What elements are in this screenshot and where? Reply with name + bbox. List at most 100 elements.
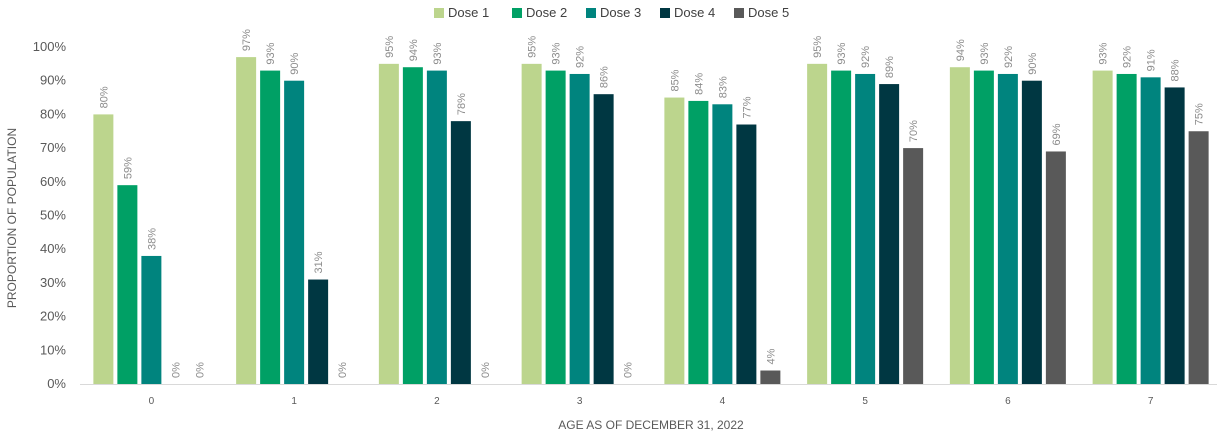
data-label: 77% [741,96,753,118]
legend-swatch [660,8,670,18]
y-tick-label: 60% [40,174,66,189]
bar [308,279,329,384]
legend-label: Dose 4 [674,5,715,20]
data-label: 0% [480,362,492,378]
data-label: 95% [527,36,539,58]
data-label: 0% [194,362,206,378]
bar [664,97,685,385]
data-label: 95% [384,36,396,58]
x-tick-label: 7 [1148,396,1154,407]
data-label: 59% [122,157,134,179]
bar [807,63,828,384]
data-label: 75% [1194,103,1206,125]
y-tick-label: 50% [40,208,66,223]
bar [1188,131,1209,384]
bar [569,73,590,385]
y-tick-label: 0% [47,376,66,391]
data-label: 93% [432,42,444,64]
x-tick-label: 6 [1005,396,1011,407]
data-label: 38% [146,228,158,250]
y-tick-label: 20% [40,309,66,324]
bar [93,114,114,385]
bar [236,57,257,385]
x-tick-label: 5 [862,396,868,407]
bar [1045,151,1066,384]
data-label: 69% [1051,123,1063,145]
bar [141,255,162,384]
data-labels: 80% 59% 38% 0% 0% 97% 93% 90% 31% 0% 95% 94% 93% 78% 0… [98,29,1205,378]
y-tick-label: 100% [33,39,67,54]
bar [712,104,733,384]
legend: Dose 1 Dose 2 Dose 3 Dose 4 Dose 5 [434,5,789,20]
bars [93,57,1209,385]
bar [260,70,281,384]
bar [545,70,566,384]
data-label: 93% [836,42,848,64]
data-label: 80% [98,86,110,108]
legend-swatch [734,8,744,18]
legend-swatch [434,8,444,18]
data-label: 92% [860,46,872,68]
bar [426,70,447,384]
data-label: 93% [551,42,563,64]
bar [903,148,924,384]
data-label: 4% [765,348,777,364]
data-label: 89% [884,56,896,78]
x-tick-label: 1 [291,396,297,407]
data-label: 78% [456,93,468,115]
bar [831,70,852,384]
y-axis: 0% 10% 20% 30% 40% 50% 60% 70% 80% 90% 100% [33,39,67,391]
data-label: 86% [599,66,611,88]
x-tick-label: 0 [149,396,155,407]
data-label: 90% [1027,52,1039,74]
data-label: 0% [170,362,182,378]
legend-item: Dose 1 [434,5,489,20]
bar [284,80,305,384]
bar [402,67,423,384]
legend-label: Dose 1 [448,5,489,20]
bar [1021,80,1042,384]
bar [688,100,709,385]
data-label: 91% [1146,49,1158,71]
data-label: 88% [1170,59,1182,81]
bar [736,124,757,384]
bar [521,63,542,384]
data-label: 31% [313,251,325,273]
bar [1116,73,1137,385]
data-label: 94% [408,39,420,61]
bar [450,121,471,384]
legend-item: Dose 3 [586,5,641,20]
data-label: 93% [1098,42,1110,64]
legend-label: Dose 5 [748,5,789,20]
data-label: 85% [669,69,681,91]
data-label: 92% [575,46,587,68]
y-tick-label: 10% [40,342,66,357]
y-tick-label: 40% [40,241,66,256]
bar [1092,70,1113,384]
data-label: 95% [812,36,824,58]
legend-item: Dose 4 [660,5,715,20]
bar [1164,87,1185,384]
data-label: 0% [623,362,635,378]
data-label: 90% [289,52,301,74]
bar [855,73,876,385]
x-axis: 0 1 2 3 4 5 6 7 [80,384,1217,407]
bar [879,84,900,384]
data-label: 92% [1003,46,1015,68]
bar [378,63,399,384]
bar [117,185,138,384]
legend-item: Dose 5 [734,5,789,20]
data-label: 0% [337,362,349,378]
x-tick-label: 4 [720,396,726,407]
x-axis-title: AGE AS OF DECEMBER 31, 2022 [558,418,744,432]
legend-swatch [512,8,522,18]
legend-swatch [586,8,596,18]
bar [949,67,970,384]
data-label: 93% [979,42,991,64]
bar [997,73,1018,385]
y-tick-label: 70% [40,140,66,155]
y-tick-label: 30% [40,275,66,290]
legend-item: Dose 2 [512,5,567,20]
data-label: 97% [241,29,253,51]
